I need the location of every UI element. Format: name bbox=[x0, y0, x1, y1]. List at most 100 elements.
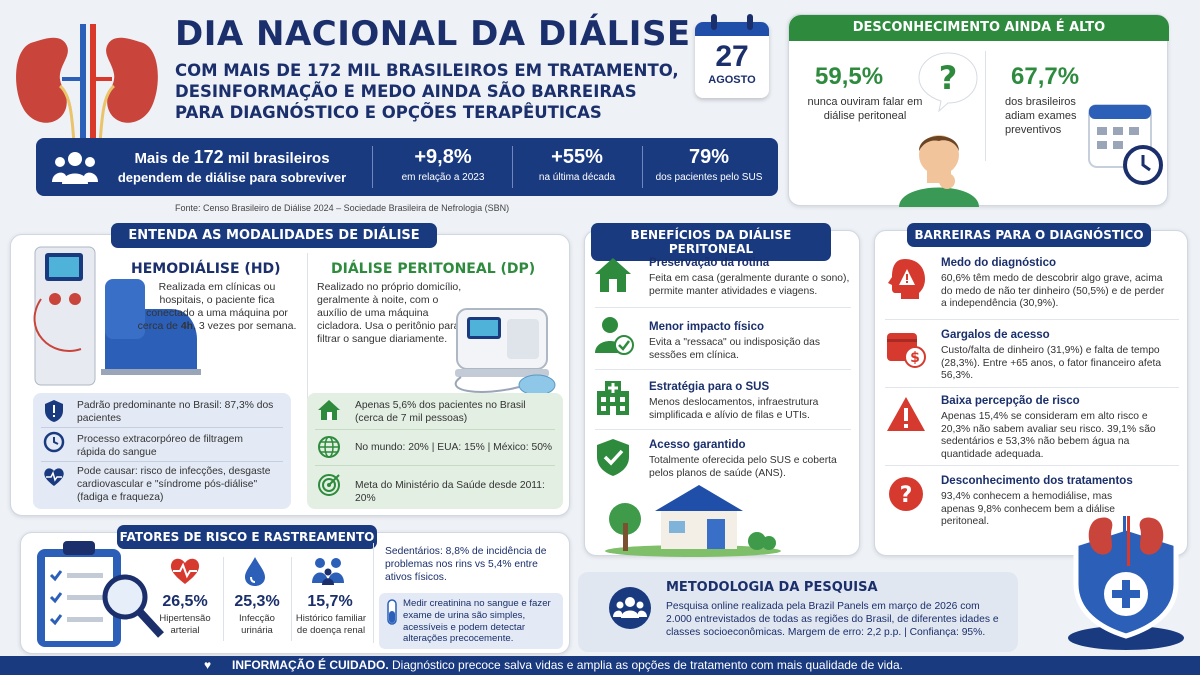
sedentary-note: Sedentários: 8,8% de incidência de probl… bbox=[385, 546, 547, 583]
stats-bar: Mais de 172 mil brasileiros dependem de … bbox=[36, 138, 778, 196]
target-icon bbox=[317, 473, 341, 502]
subtitle-line-2: DESINFORMAÇÃO E MEDO AINDA SÃO BARREIRAS bbox=[175, 82, 637, 101]
unknown-left-label: nunca ouviram falar em diálise peritonea… bbox=[807, 96, 923, 122]
footer-text: INFORMAÇÃO É CUIDADO. Diagnóstico precoc… bbox=[232, 656, 903, 675]
group-icon bbox=[608, 586, 652, 635]
dp-fact-3: Meta do Ministério da Saúde desde 2011: … bbox=[355, 480, 545, 504]
svg-text:$: $ bbox=[910, 350, 920, 366]
hd-desc-b: 4h bbox=[180, 320, 194, 332]
question-bubble-icon: ? bbox=[917, 51, 979, 118]
kidneys-illustration bbox=[12, 24, 162, 145]
barrier-3-title: Baixa percepção de risco bbox=[941, 395, 1080, 407]
heart-pulse-icon bbox=[43, 467, 65, 492]
main-stat-prefix: Mais de bbox=[134, 150, 194, 167]
globe-icon bbox=[317, 435, 341, 464]
calendar-day: 27 bbox=[715, 40, 749, 73]
fear-head-icon bbox=[885, 257, 927, 306]
methodology-section: METODOLOGIA DA PESQUISA Pesquisa online … bbox=[578, 572, 1018, 652]
footer-bold: INFORMAÇÃO É CUIDADO. bbox=[232, 658, 389, 672]
risk-title: FATORES DE RISCO E RASTREAMENTO bbox=[117, 525, 377, 549]
dp-fact-2: No mundo: 20% | EUA: 15% | México: 50% bbox=[355, 442, 553, 453]
cycler-machine-illustration bbox=[441, 301, 561, 406]
house-with-trees-illustration bbox=[603, 483, 783, 562]
hospital-icon bbox=[593, 377, 633, 422]
test-tube-icon bbox=[385, 599, 399, 630]
person-check-icon bbox=[593, 315, 635, 360]
main-stat-line2: dependem de diálise para sobreviver bbox=[117, 170, 347, 185]
hd-fact-1: Padrão predominante no Brasil: 87,3% dos… bbox=[77, 400, 274, 424]
methodology-text: Pesquisa online realizada pela Brazil Pa… bbox=[666, 601, 999, 638]
house-icon bbox=[317, 399, 341, 426]
unknown-right-label: dos brasileiros adiam exames preventivos bbox=[1005, 96, 1077, 136]
wallet-money-icon: $ bbox=[885, 329, 927, 374]
unknown-box-title: DESCONHECIMENTO AINDA É ALTO bbox=[789, 15, 1169, 41]
unknown-right-value: 67,7% bbox=[1011, 63, 1080, 90]
stat-label: na última década bbox=[538, 172, 616, 183]
hemodialysis-machine-illustration bbox=[21, 239, 211, 394]
stat-value: +9,8% bbox=[414, 146, 472, 168]
tip-box: Medir creatinina no sangue e fazer exame… bbox=[379, 593, 563, 649]
question-circle-icon: ? bbox=[887, 475, 925, 518]
stat-value: 79% bbox=[688, 146, 730, 168]
barrier-4-title: Desconhecimento dos tratamentos bbox=[941, 475, 1133, 487]
risk-3-label: Histórico familiar de doença renal bbox=[295, 613, 367, 636]
benefit-3-desc: Menos deslocamentos, infraestrutura simp… bbox=[649, 397, 819, 421]
subtitle-line-3: PARA DIAGNÓSTICO E OPÇÕES TERAPÊUTICAS bbox=[175, 103, 602, 122]
kidney-shield-illustration bbox=[1060, 508, 1192, 657]
svg-text:?: ? bbox=[900, 483, 913, 508]
main-stat: Mais de 172 mil brasileiros dependem de … bbox=[112, 147, 352, 185]
stat-item-3: 79% dos pacientes pelo SUS bbox=[644, 146, 774, 183]
barrier-1-title: Medo do diagnóstico bbox=[941, 257, 1056, 269]
hd-title: HEMODIÁLISE (HD) bbox=[131, 261, 281, 277]
family-icon bbox=[311, 557, 345, 590]
barriers-title: BARREIRAS PARA O DIAGNÓSTICO bbox=[907, 223, 1151, 247]
unknown-left-value: 59,5% bbox=[815, 63, 884, 90]
hd-fact-3: Pode causar: risco de infecções, desgast… bbox=[77, 466, 271, 503]
tip-text: Medir creatinina no sangue e fazer exame… bbox=[403, 598, 551, 645]
clock-icon bbox=[43, 431, 65, 458]
stat-label: em relação a 2023 bbox=[401, 172, 485, 183]
calendar-clock-icon bbox=[1085, 95, 1165, 200]
risk-1-label: Hipertensão arterial bbox=[159, 613, 211, 636]
stat-item-2: +55% na última década bbox=[514, 146, 640, 183]
thinking-person-illustration bbox=[889, 115, 989, 212]
risk-section: FATORES DE RISCO E RASTREAMENTO 26,5% Hi… bbox=[20, 525, 570, 656]
hd-description: Realizada em clínicas ou hospitais, o pa… bbox=[137, 281, 297, 333]
stat-label: dos pacientes pelo SUS bbox=[655, 172, 763, 183]
clipboard-magnifier-illustration bbox=[27, 535, 167, 656]
hd-fact-2: Processo extracorpóreo de filtragem rápi… bbox=[77, 434, 243, 458]
stat-value: +55% bbox=[551, 146, 603, 168]
footer-bar: ♥ INFORMAÇÃO É CUIDADO. Diagnóstico prec… bbox=[0, 656, 1200, 675]
calendar-month: AGOSTO bbox=[708, 74, 756, 86]
benefit-1-title: Preservação da rotina bbox=[649, 257, 770, 269]
page-title: DIA NACIONAL DA DIÁLISE bbox=[175, 14, 691, 54]
hd-desc-c: , 3 vezes por semana. bbox=[193, 320, 297, 332]
barrier-2-title: Gargalos de acesso bbox=[941, 329, 1050, 341]
shield-check-icon bbox=[595, 437, 631, 482]
svg-text:?: ? bbox=[939, 59, 958, 97]
house-icon bbox=[593, 255, 633, 300]
benefit-3-title: Estratégia para o SUS bbox=[649, 381, 770, 393]
calendar-badge: 27 AGOSTO bbox=[695, 14, 769, 98]
dp-facts-panel: Apenas 5,6% dos pacientes no Brasil (cer… bbox=[307, 393, 563, 509]
page-subtitle: COM MAIS DE 172 MIL BRASILEIROS EM TRATA… bbox=[175, 60, 679, 123]
main-stat-number: 172 bbox=[193, 147, 224, 167]
dp-title: DIÁLISE PERITONEAL (DP) bbox=[331, 261, 536, 277]
benefit-2-title: Menor impacto físico bbox=[649, 321, 765, 333]
barrier-4-desc: 93,4% conhecem a hemodiálise, mas apenas… bbox=[941, 491, 1116, 527]
stat-item-1: +9,8% em relação a 2023 bbox=[376, 146, 510, 183]
benefit-2-desc: Evita a "ressaca" ou indisposição das se… bbox=[649, 337, 821, 361]
source-note: Fonte: Censo Brasileiro de Diálise 2024 … bbox=[175, 203, 510, 213]
hd-desc-a: Realizada em clínicas ou hospitais, o pa… bbox=[137, 281, 288, 332]
barrier-2-desc: Custo/falta de dinheiro (31,9%) e falta … bbox=[941, 345, 1162, 381]
dp-description: Realizado no próprio domicílio, geralmen… bbox=[317, 281, 462, 345]
benefit-4-title: Acesso garantido bbox=[649, 439, 746, 451]
hd-facts-panel: Padrão predominante no Brasil: 87,3% dos… bbox=[33, 393, 291, 509]
footer-rest: Diagnóstico precoce salva vidas e amplia… bbox=[388, 658, 903, 672]
benefit-4-desc: Totalmente oferecida pelo SUS e coberta … bbox=[649, 455, 837, 479]
barrier-1-desc: 60,6% têm medo de descobrir algo grave, … bbox=[941, 273, 1165, 309]
dp-fact-1: Apenas 5,6% dos pacientes no Brasil (cer… bbox=[355, 400, 526, 424]
modalities-title: ENTENDA AS MODALIDADES DE DIÁLISE bbox=[111, 223, 437, 248]
heart-icon: ♥ bbox=[204, 658, 212, 672]
risk-2-value: 25,3% bbox=[234, 593, 280, 610]
